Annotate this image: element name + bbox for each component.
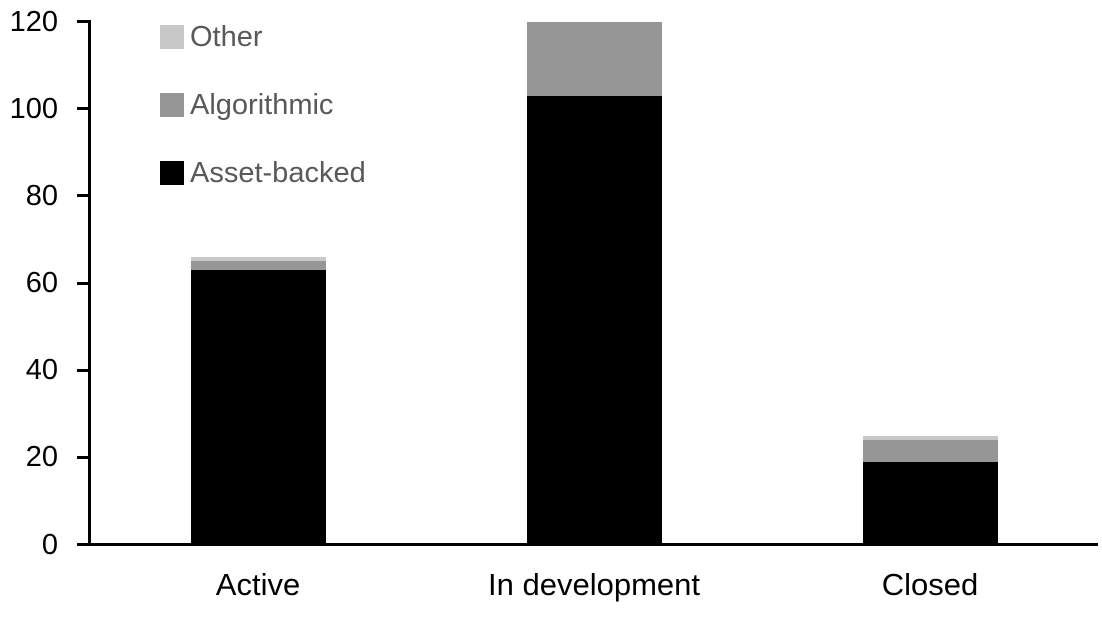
legend: Other Algorithmic Asset-backed bbox=[160, 21, 366, 189]
y-tick-mark bbox=[77, 455, 88, 459]
y-tick-label: 0 bbox=[41, 528, 58, 561]
legend-item-other: Other bbox=[160, 21, 366, 53]
y-tick-mark bbox=[77, 20, 88, 23]
x-axis-line bbox=[77, 543, 1098, 546]
legend-swatch-other-icon bbox=[160, 25, 184, 49]
y-tick-mark bbox=[77, 107, 88, 111]
bar-segment-asset-backed-in-development bbox=[526, 95, 662, 545]
y-tick-label: 80 bbox=[25, 179, 58, 212]
bar-segment-algorithmic-active bbox=[190, 261, 326, 270]
x-category-label-active: Active bbox=[215, 567, 301, 602]
y-tick-mark bbox=[77, 281, 88, 285]
y-tick-label: 100 bbox=[9, 92, 58, 125]
x-category-label-closed: Closed bbox=[881, 567, 979, 602]
y-axis-line bbox=[88, 20, 91, 546]
bar-segment-asset-backed-active bbox=[190, 269, 326, 545]
legend-swatch-algorithmic-icon bbox=[160, 93, 184, 117]
bar-segment-other-closed bbox=[862, 435, 998, 440]
legend-item-algorithmic: Algorithmic bbox=[160, 89, 366, 121]
legend-swatch-asset-backed-icon bbox=[160, 161, 184, 185]
y-tick-mark bbox=[77, 194, 88, 198]
y-tick-label: 40 bbox=[25, 354, 58, 387]
y-tick-label: 120 bbox=[9, 5, 58, 38]
y-tick-label: 60 bbox=[25, 267, 58, 299]
y-tick-mark bbox=[77, 368, 88, 372]
bar-segment-algorithmic-closed bbox=[862, 439, 998, 462]
bar-segment-asset-backed-closed bbox=[862, 461, 998, 545]
bar-segment-other-active bbox=[190, 256, 326, 262]
legend-item-asset-backed: Asset-backed bbox=[160, 157, 366, 189]
y-tick-label: 20 bbox=[25, 441, 58, 474]
x-category-label-in-development: In development bbox=[488, 567, 700, 602]
legend-label-other: Other bbox=[190, 21, 263, 53]
legend-label-asset-backed: Asset-backed bbox=[190, 157, 366, 189]
legend-label-algorithmic: Algorithmic bbox=[190, 89, 334, 121]
bar-segment-algorithmic-in-development bbox=[526, 21, 662, 96]
